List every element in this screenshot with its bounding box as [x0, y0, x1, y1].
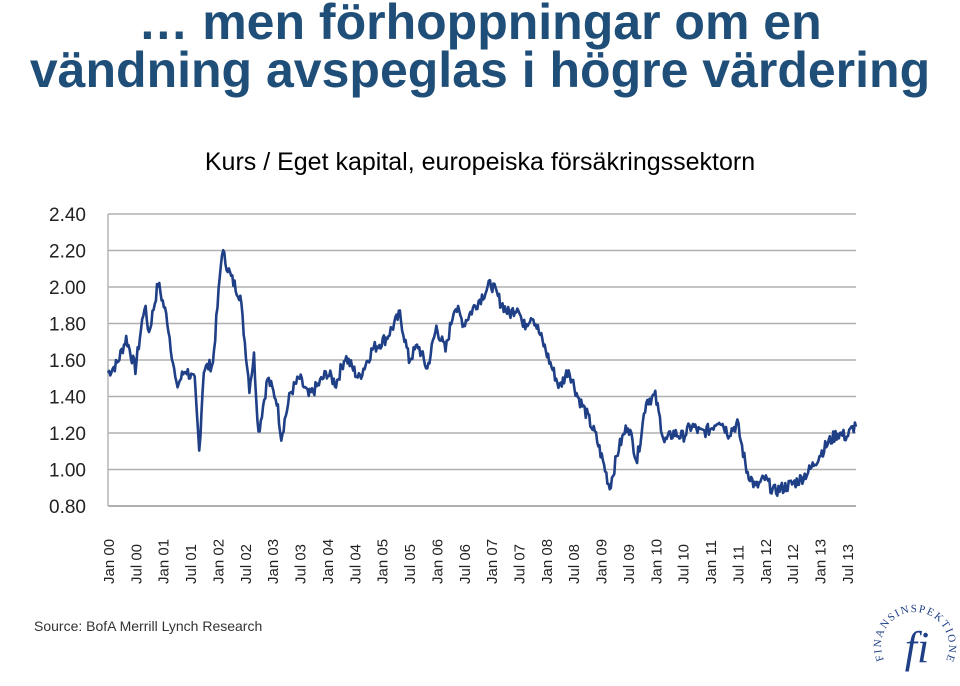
- x-tick-label: Jan 05: [375, 539, 392, 584]
- x-tick-label: Jul 04: [347, 544, 364, 584]
- x-tick-label: Jan 11: [703, 540, 720, 584]
- x-tick-label: Jul 05: [402, 544, 419, 584]
- series-line: [106, 248, 858, 497]
- x-tick-label: Jan 00: [101, 539, 118, 584]
- y-tick-label: 2.40: [49, 205, 86, 226]
- y-tick-label: 1.80: [49, 315, 86, 336]
- y-axis: 2.40 2.20 2.00 1.80 1.60 1.40 1.20 1.00 0.80: [49, 205, 86, 518]
- x-tick-label: Jul 13: [840, 544, 857, 584]
- x-tick-label: Jul 03: [293, 544, 310, 584]
- y-tick-label: 2.00: [49, 278, 86, 299]
- x-tick-label: Jul 11: [730, 545, 747, 584]
- slide-title-line-1: … men förhoppningar om en: [138, 0, 822, 50]
- x-tick-label: Jul 09: [621, 544, 638, 584]
- y-tick-label: 1.40: [49, 388, 86, 409]
- x-tick-label: Jan 13: [813, 539, 830, 584]
- chart-subtitle: Kurs / Eget kapital, europeiska försäkri…: [204, 148, 756, 176]
- x-tick-label: Jan 10: [648, 539, 665, 584]
- x-tick-label: Jul 10: [676, 544, 693, 584]
- x-tick-label: Jul 12: [785, 544, 802, 584]
- x-axis: Jan 00 Jul 00 Jan 01 Jul 01 Jan 02 Jul 02 Jan …: [101, 539, 857, 584]
- x-tick-label: Jul 06: [457, 544, 474, 584]
- x-tick-label: Jan 09: [594, 539, 611, 584]
- x-tick-label: Jan 03: [265, 539, 282, 584]
- slide-title-line-2: vändning avspeglas i högre värdering: [29, 42, 931, 98]
- x-tick-label: Jan 01: [156, 539, 173, 584]
- y-tick-label: 0.80: [49, 497, 86, 518]
- y-tick-label: 2.20: [49, 242, 86, 263]
- x-tick-label: Jan 02: [210, 539, 227, 584]
- x-tick-label: Jan 12: [758, 539, 775, 584]
- x-tick-label: Jul 07: [511, 544, 528, 584]
- x-tick-label: Jan 04: [320, 539, 337, 584]
- y-tick-label: 1.00: [49, 461, 86, 482]
- x-tick-label: Jul 02: [238, 544, 255, 584]
- logo-mark: fi: [905, 623, 929, 672]
- pb-ratio-chart: 2.40 2.20 2.00 1.80 1.60 1.40 1.20 1.00 0.80 Jan…: [49, 205, 858, 584]
- y-tick-label: 1.20: [49, 424, 86, 445]
- x-tick-label: Jan 07: [484, 539, 501, 584]
- x-tick-label: Jan 08: [539, 539, 556, 584]
- y-tick-label: 1.60: [49, 351, 86, 372]
- x-tick-label: Jul 00: [128, 544, 145, 584]
- x-tick-label: Jul 01: [183, 544, 200, 584]
- gridlines: [107, 213, 856, 507]
- finansinspektionen-logo-icon: FINANSINSPEKTIONEN fi: [872, 596, 957, 672]
- x-tick-label: Jan 06: [429, 539, 446, 584]
- x-tick-label: Jul 08: [566, 544, 583, 584]
- source-note: Source: BofA Merrill Lynch Research: [34, 618, 263, 634]
